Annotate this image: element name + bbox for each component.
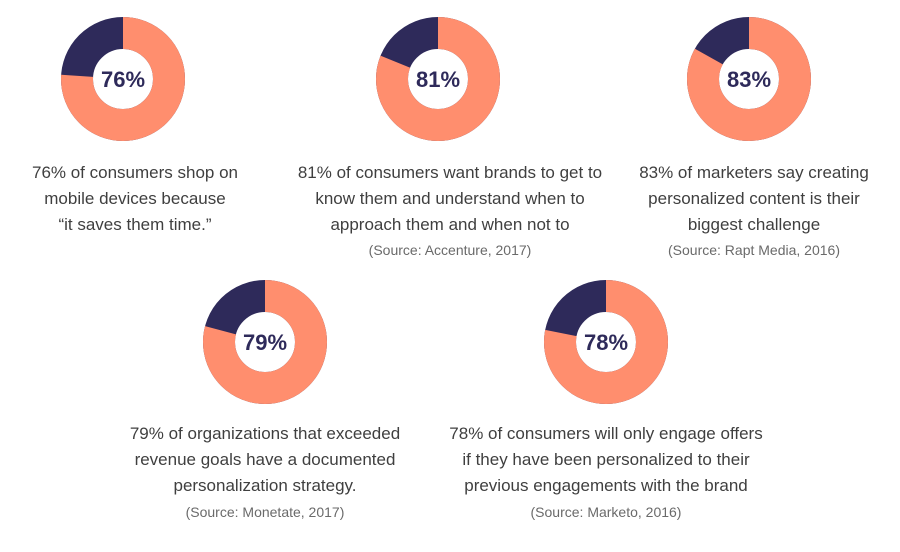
donut-percent-label-1: 76% <box>101 67 145 92</box>
donut-value-arc-4 <box>203 280 327 404</box>
stat-description-2-line-2: know them and understand when to <box>315 189 585 208</box>
stat-source-4: (Source: Monetate, 2017) <box>185 504 345 520</box>
donut-chart-4: 79% <box>203 280 327 404</box>
stat-description-4-line-2: revenue goals have a documented <box>134 450 396 469</box>
donut-percent-label-2: 81% <box>416 67 460 92</box>
donut-svg-3: 83% <box>687 17 811 141</box>
stat-description-4-line-1: 79% of organizations that exceeded <box>129 424 401 443</box>
stat-description-3-line-2: personalized content is their <box>648 189 860 208</box>
stat-description-5-line-3: previous engagements with the brand <box>464 476 748 495</box>
donut-chart-3: 83% <box>687 17 811 141</box>
donut-svg-4: 79% <box>203 280 327 404</box>
donut-percent-label-5: 78% <box>584 330 628 355</box>
stat-description-5-line-2: if they have been personalized to their <box>462 450 750 469</box>
donut-value-arc-2 <box>376 17 500 141</box>
stat-description-4: 79% of organizations that exceeded reven… <box>100 421 430 499</box>
stat-source-3: (Source: Rapt Media, 2016) <box>668 242 840 258</box>
stat-description-3-line-3: biggest challenge <box>687 215 821 234</box>
donut-percent-label-4: 79% <box>243 330 287 355</box>
stat-description-1-line-1: 76% of consumers shop on <box>31 163 238 182</box>
stat-description-3-line-1: 83% of marketers say creating <box>639 163 869 182</box>
stat-source-2: (Source: Accenture, 2017) <box>368 242 532 258</box>
donut-percent-label-3: 83% <box>727 67 771 92</box>
donut-value-arc-1 <box>61 17 185 141</box>
stat-description-2-line-1: 81% of consumers want brands to get to <box>297 163 603 182</box>
stat-description-1-line-3: “it saves them time.” <box>58 215 212 234</box>
stat-description-3: 83% of marketers say creating personaliz… <box>620 160 888 238</box>
donut-chart-5: 78% <box>544 280 668 404</box>
stat-description-5-line-1: 78% of consumers will only engage offers <box>449 424 763 443</box>
stat-description-1-line-2: mobile devices because <box>44 189 226 208</box>
stat-description-2-line-3: approach them and when not to <box>330 215 570 234</box>
donut-chart-2: 81% <box>376 17 500 141</box>
stat-source-5: (Source: Marketo, 2016) <box>530 504 682 520</box>
donut-value-arc-5 <box>544 280 668 404</box>
donut-chart-1: 76% <box>61 17 185 141</box>
stat-description-2: 81% of consumers want brands to get to k… <box>285 160 615 238</box>
stat-description-5: 78% of consumers will only engage offers… <box>436 421 776 499</box>
donut-svg-5: 78% <box>544 280 668 404</box>
stat-description-1: 76% of consumers shop on mobile devices … <box>0 160 270 238</box>
donut-value-arc-3 <box>687 17 811 141</box>
donut-svg-1: 76% <box>61 17 185 141</box>
stat-description-4-line-3: personalization strategy. <box>173 476 357 495</box>
donut-svg-2: 81% <box>376 17 500 141</box>
